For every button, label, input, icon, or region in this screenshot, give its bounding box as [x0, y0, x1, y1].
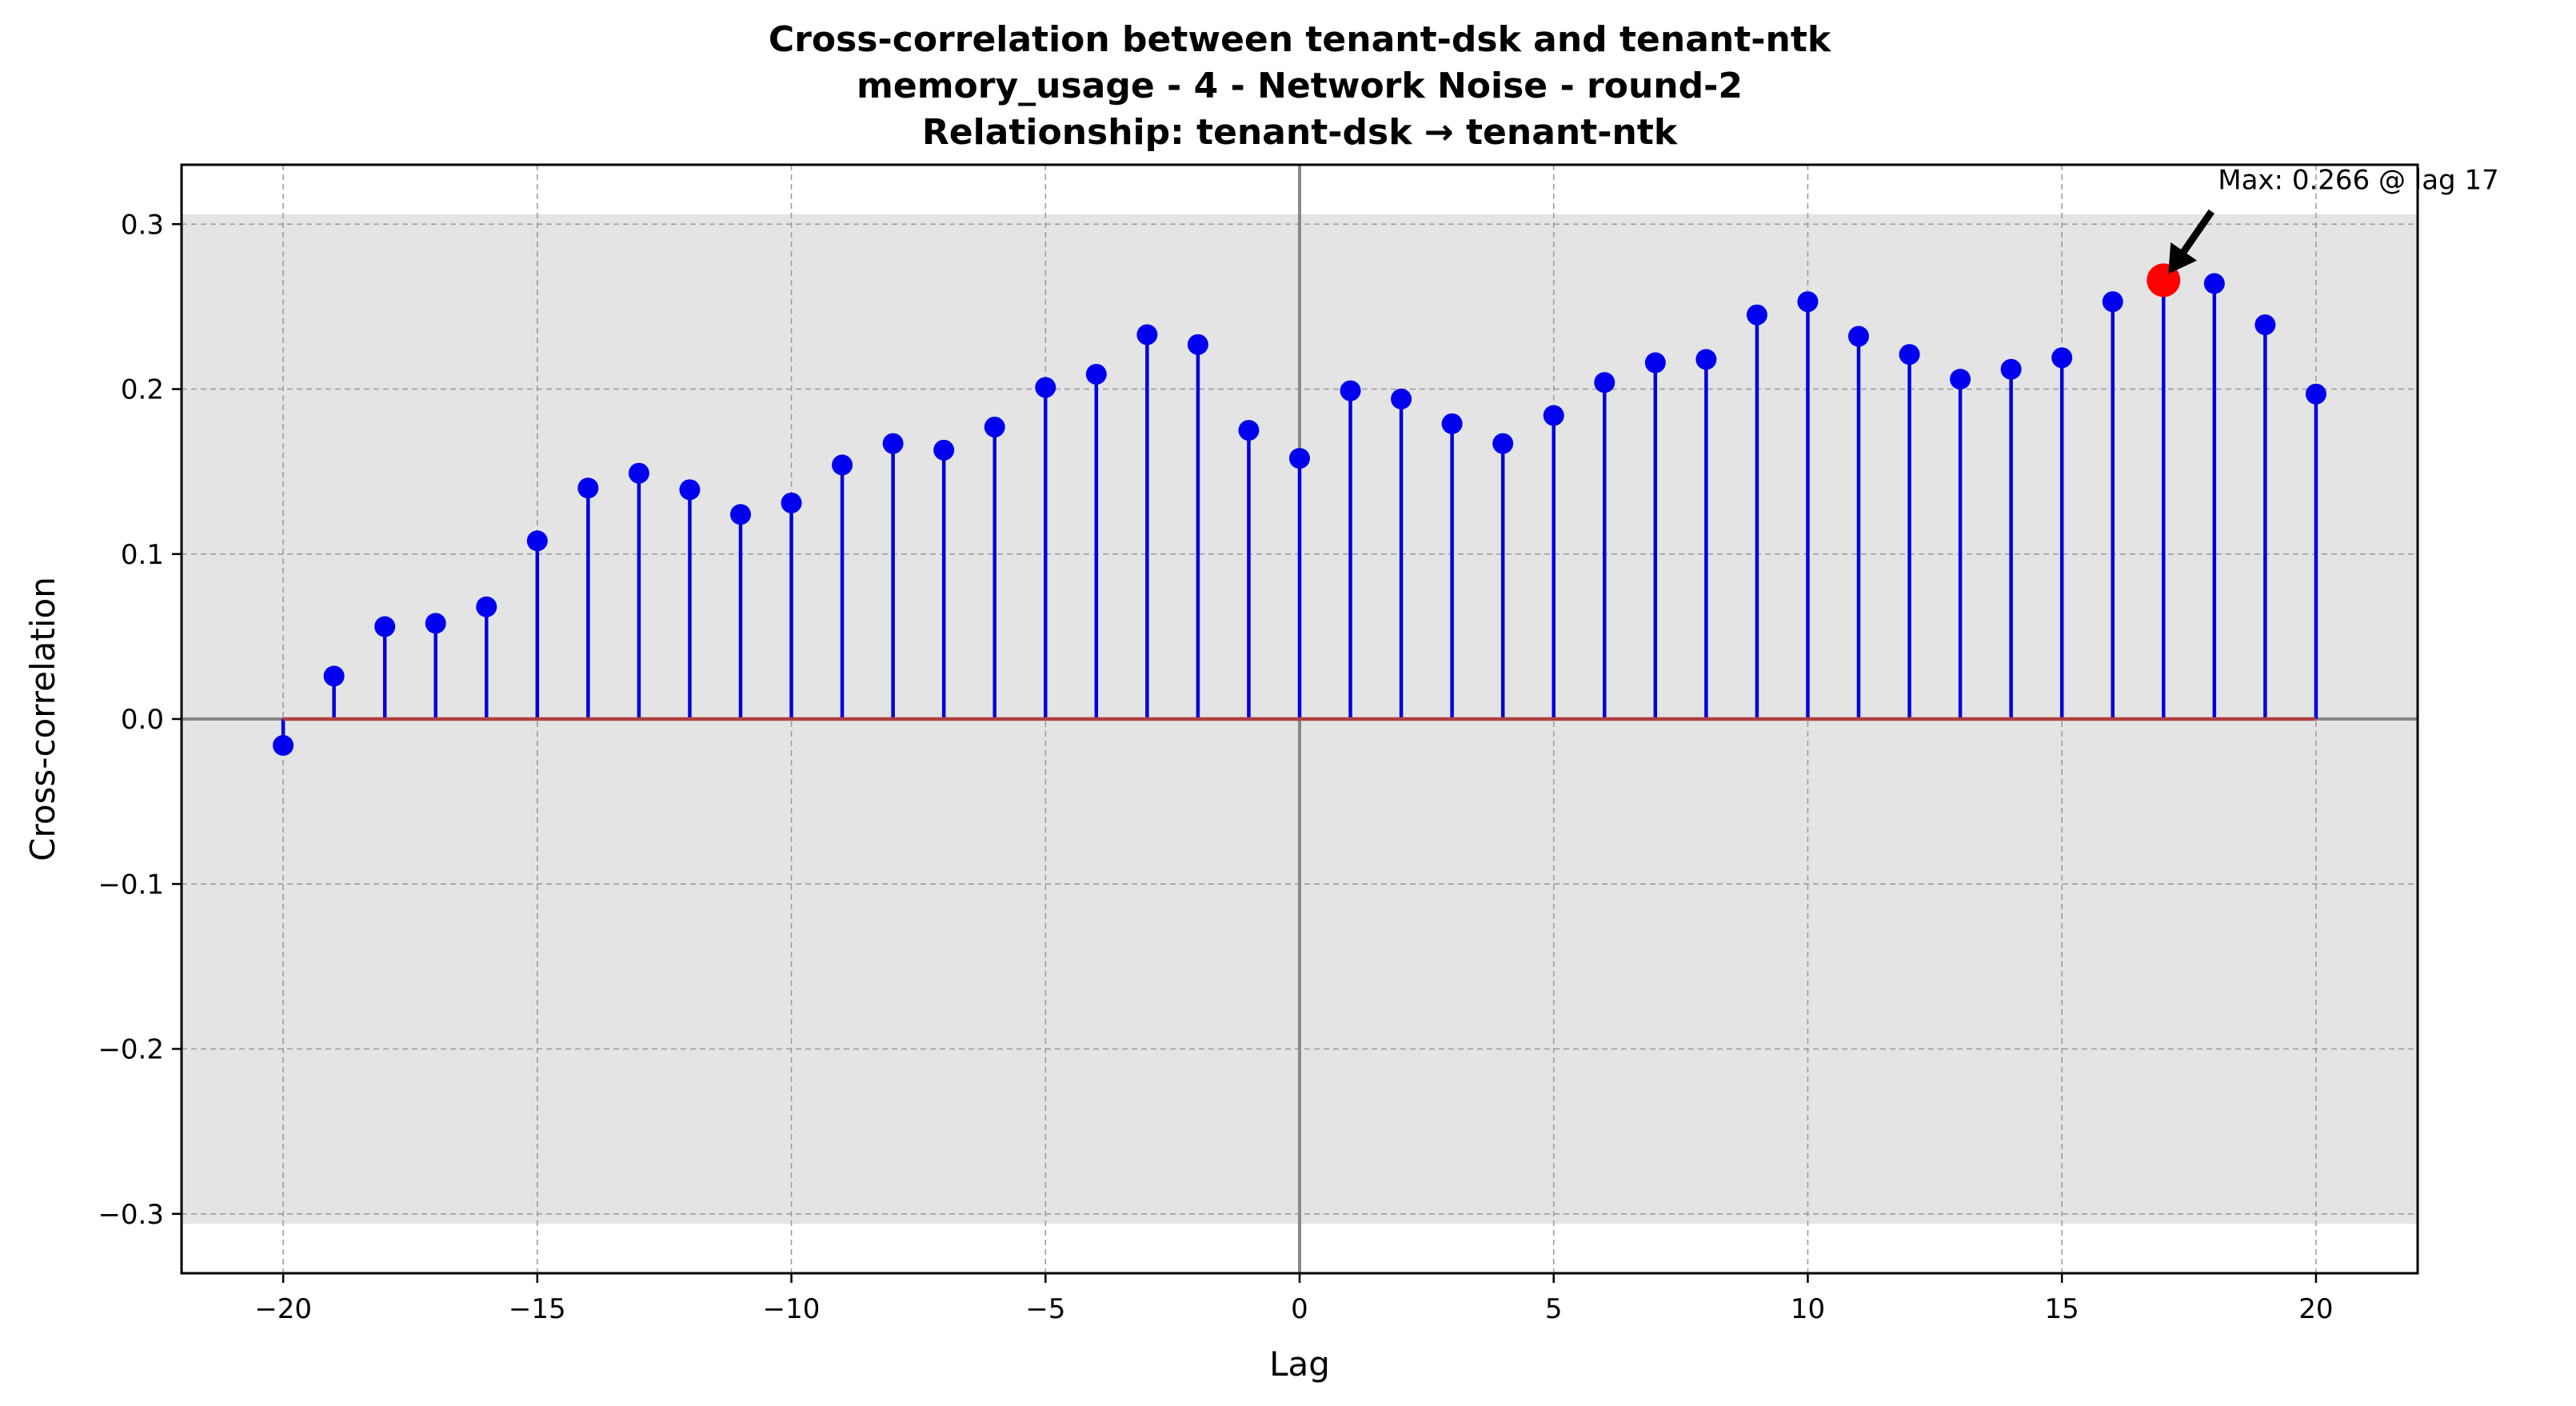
stem-marker-lag-7: [1644, 352, 1666, 373]
x-tick-label: 15: [2045, 1293, 2079, 1325]
stem-marker-lag--15: [526, 530, 548, 552]
stem-marker-lag-1: [1340, 380, 1361, 401]
stem-marker-lag--20: [273, 735, 294, 756]
x-tick-label: 20: [2298, 1293, 2333, 1325]
y-tick-label: 0.2: [121, 374, 164, 406]
x-tick-label: 0: [1291, 1293, 1308, 1325]
stem-marker-lag--4: [1085, 363, 1107, 385]
stem-marker-lag--1: [1238, 420, 1260, 441]
stem-marker-lag-11: [1848, 326, 1869, 347]
stem-marker-lag--14: [577, 477, 599, 499]
x-tick-label: 5: [1545, 1293, 1563, 1325]
x-tick-label: −15: [509, 1293, 566, 1325]
stem-marker-lag-2: [1391, 388, 1412, 409]
y-tick-label: −0.1: [98, 869, 164, 901]
x-tick-label: 10: [1791, 1293, 1825, 1325]
chart-title-line-3: Relationship: tenant-dsk → tenant-ntk: [922, 112, 1679, 153]
x-axis-label: Lag: [1269, 1344, 1330, 1384]
stem-marker-lag--11: [730, 504, 751, 525]
stem-marker-lag-3: [1441, 413, 1463, 434]
stem-marker-lag-15: [2051, 347, 2073, 369]
stem-marker-lag--13: [628, 462, 649, 484]
stem-marker-lag-4: [1492, 433, 1514, 454]
stem-marker-lag--2: [1187, 334, 1208, 355]
max-annotation-arrow-shaft: [2180, 209, 2215, 254]
y-tick-label: 0.3: [121, 209, 164, 241]
stem-marker-lag-13: [1950, 369, 1971, 390]
stem-marker-lag--7: [933, 439, 955, 461]
x-tick-label: −20: [254, 1293, 312, 1325]
stem-marker-lag-8: [1695, 349, 1717, 370]
y-tick-label: 0.0: [121, 704, 164, 736]
stem-marker-lag-18: [2203, 273, 2225, 294]
x-tick-label: −5: [1025, 1293, 1065, 1325]
stem-marker-lag-14: [2000, 358, 2022, 380]
stem-marker-lag-9: [1746, 304, 1767, 326]
stem-marker-lag--18: [374, 616, 396, 637]
max-annotation-label: Max: 0.266 @ lag 17: [2218, 164, 2498, 196]
max-annotation-arrow-head: [2168, 242, 2198, 274]
stem-marker-lag--8: [882, 433, 904, 454]
y-axis-label: Cross-correlation: [23, 577, 62, 861]
chart-title-line-2: memory_usage - 4 - Network Noise - round…: [857, 66, 1743, 106]
stem-marker-lag--6: [984, 416, 1005, 437]
stem-marker-lag-19: [2254, 314, 2276, 336]
stem-marker-lag--10: [781, 492, 802, 513]
stem-marker-lag-6: [1594, 372, 1615, 393]
stem-marker-lag-5: [1543, 405, 1564, 426]
y-tick-label: −0.2: [98, 1034, 164, 1066]
stem-marker-lag-0: [1289, 448, 1310, 469]
stem-marker-lag-20: [2305, 383, 2326, 405]
y-tick-label: −0.3: [98, 1199, 164, 1231]
stem-marker-lag-10: [1797, 291, 1819, 313]
x-tick-label: −10: [763, 1293, 821, 1325]
stem-marker-lag--12: [679, 479, 701, 501]
stem-marker-lag-12: [1899, 344, 1920, 365]
stem-marker-lag--16: [476, 596, 497, 617]
stem-marker-lag-16: [2102, 291, 2123, 313]
stem-marker-lag--5: [1035, 377, 1056, 398]
stem-marker-lag--9: [832, 454, 853, 476]
stem-marker-lag--19: [323, 665, 345, 687]
stem-marker-lag--17: [425, 613, 446, 634]
chart-title-line-1: Cross-correlation between tenant-dsk and…: [769, 19, 1832, 60]
stem-marker-lag--3: [1136, 324, 1158, 346]
y-tick-label: 0.1: [121, 539, 164, 571]
